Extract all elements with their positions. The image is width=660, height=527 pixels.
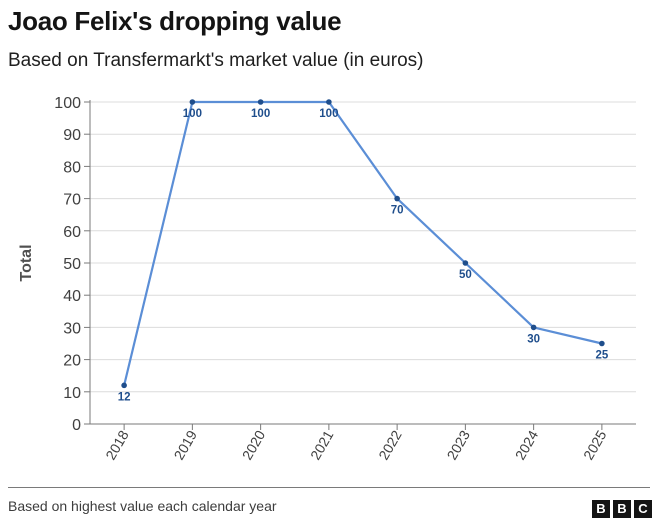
data-label: 30	[527, 333, 540, 345]
footer-divider	[8, 487, 650, 488]
data-point	[121, 382, 127, 389]
x-tick-label: 2018	[102, 427, 132, 462]
data-point	[326, 99, 332, 105]
data-point	[599, 340, 605, 347]
y-tick-label: 0	[72, 417, 81, 434]
chart-title: Joao Felix's dropping value	[8, 6, 342, 36]
y-axis-label: Total	[18, 244, 35, 281]
y-tick-label: 40	[63, 288, 81, 305]
y-tick-label: 60	[63, 224, 81, 241]
bbc-logo-letter: B	[613, 500, 631, 518]
x-tick-label: 2025	[580, 427, 610, 462]
x-tick-label: 2021	[307, 427, 337, 462]
x-tick-label: 2022	[375, 427, 405, 462]
y-tick-label: 80	[63, 159, 81, 176]
data-label: 12	[118, 391, 131, 403]
line-chart: 0 10 20 30 40 50 60 70 80 90 100 Total 2018 2019 2020 2…	[18, 95, 636, 462]
data-label: 100	[251, 108, 270, 120]
data-label: 100	[183, 108, 202, 120]
y-tick-label: 70	[63, 192, 81, 209]
x-tick-label: 2019	[171, 427, 201, 462]
data-point	[257, 99, 264, 105]
data-label: 100	[319, 108, 338, 120]
y-tick-label: 10	[63, 385, 81, 402]
bbc-logo-letter: C	[634, 500, 652, 518]
data-point	[462, 260, 469, 266]
data-label: 70	[391, 205, 404, 217]
y-tick-label: 30	[63, 320, 81, 337]
data-point	[189, 99, 196, 105]
series-line	[123, 100, 603, 386]
data-label: 50	[459, 269, 472, 281]
bbc-logo-letter: B	[592, 500, 610, 518]
y-tick-label: 50	[63, 256, 81, 273]
chart-subtitle: Based on Transfermarkt's market value (i…	[8, 50, 424, 71]
data-point	[530, 324, 537, 331]
y-tick-label: 90	[63, 127, 81, 144]
y-tick-label: 100	[54, 95, 81, 112]
bbc-logo: B B C	[592, 500, 652, 518]
data-point	[394, 195, 400, 202]
x-tick-label: 2024	[512, 427, 542, 462]
data-label: 25	[595, 350, 608, 362]
x-tick-label: 2023	[444, 427, 474, 462]
y-tick-label: 20	[63, 353, 81, 370]
source-note: Based on highest value each calendar yea…	[8, 498, 277, 514]
x-tick-label: 2020	[239, 427, 269, 462]
